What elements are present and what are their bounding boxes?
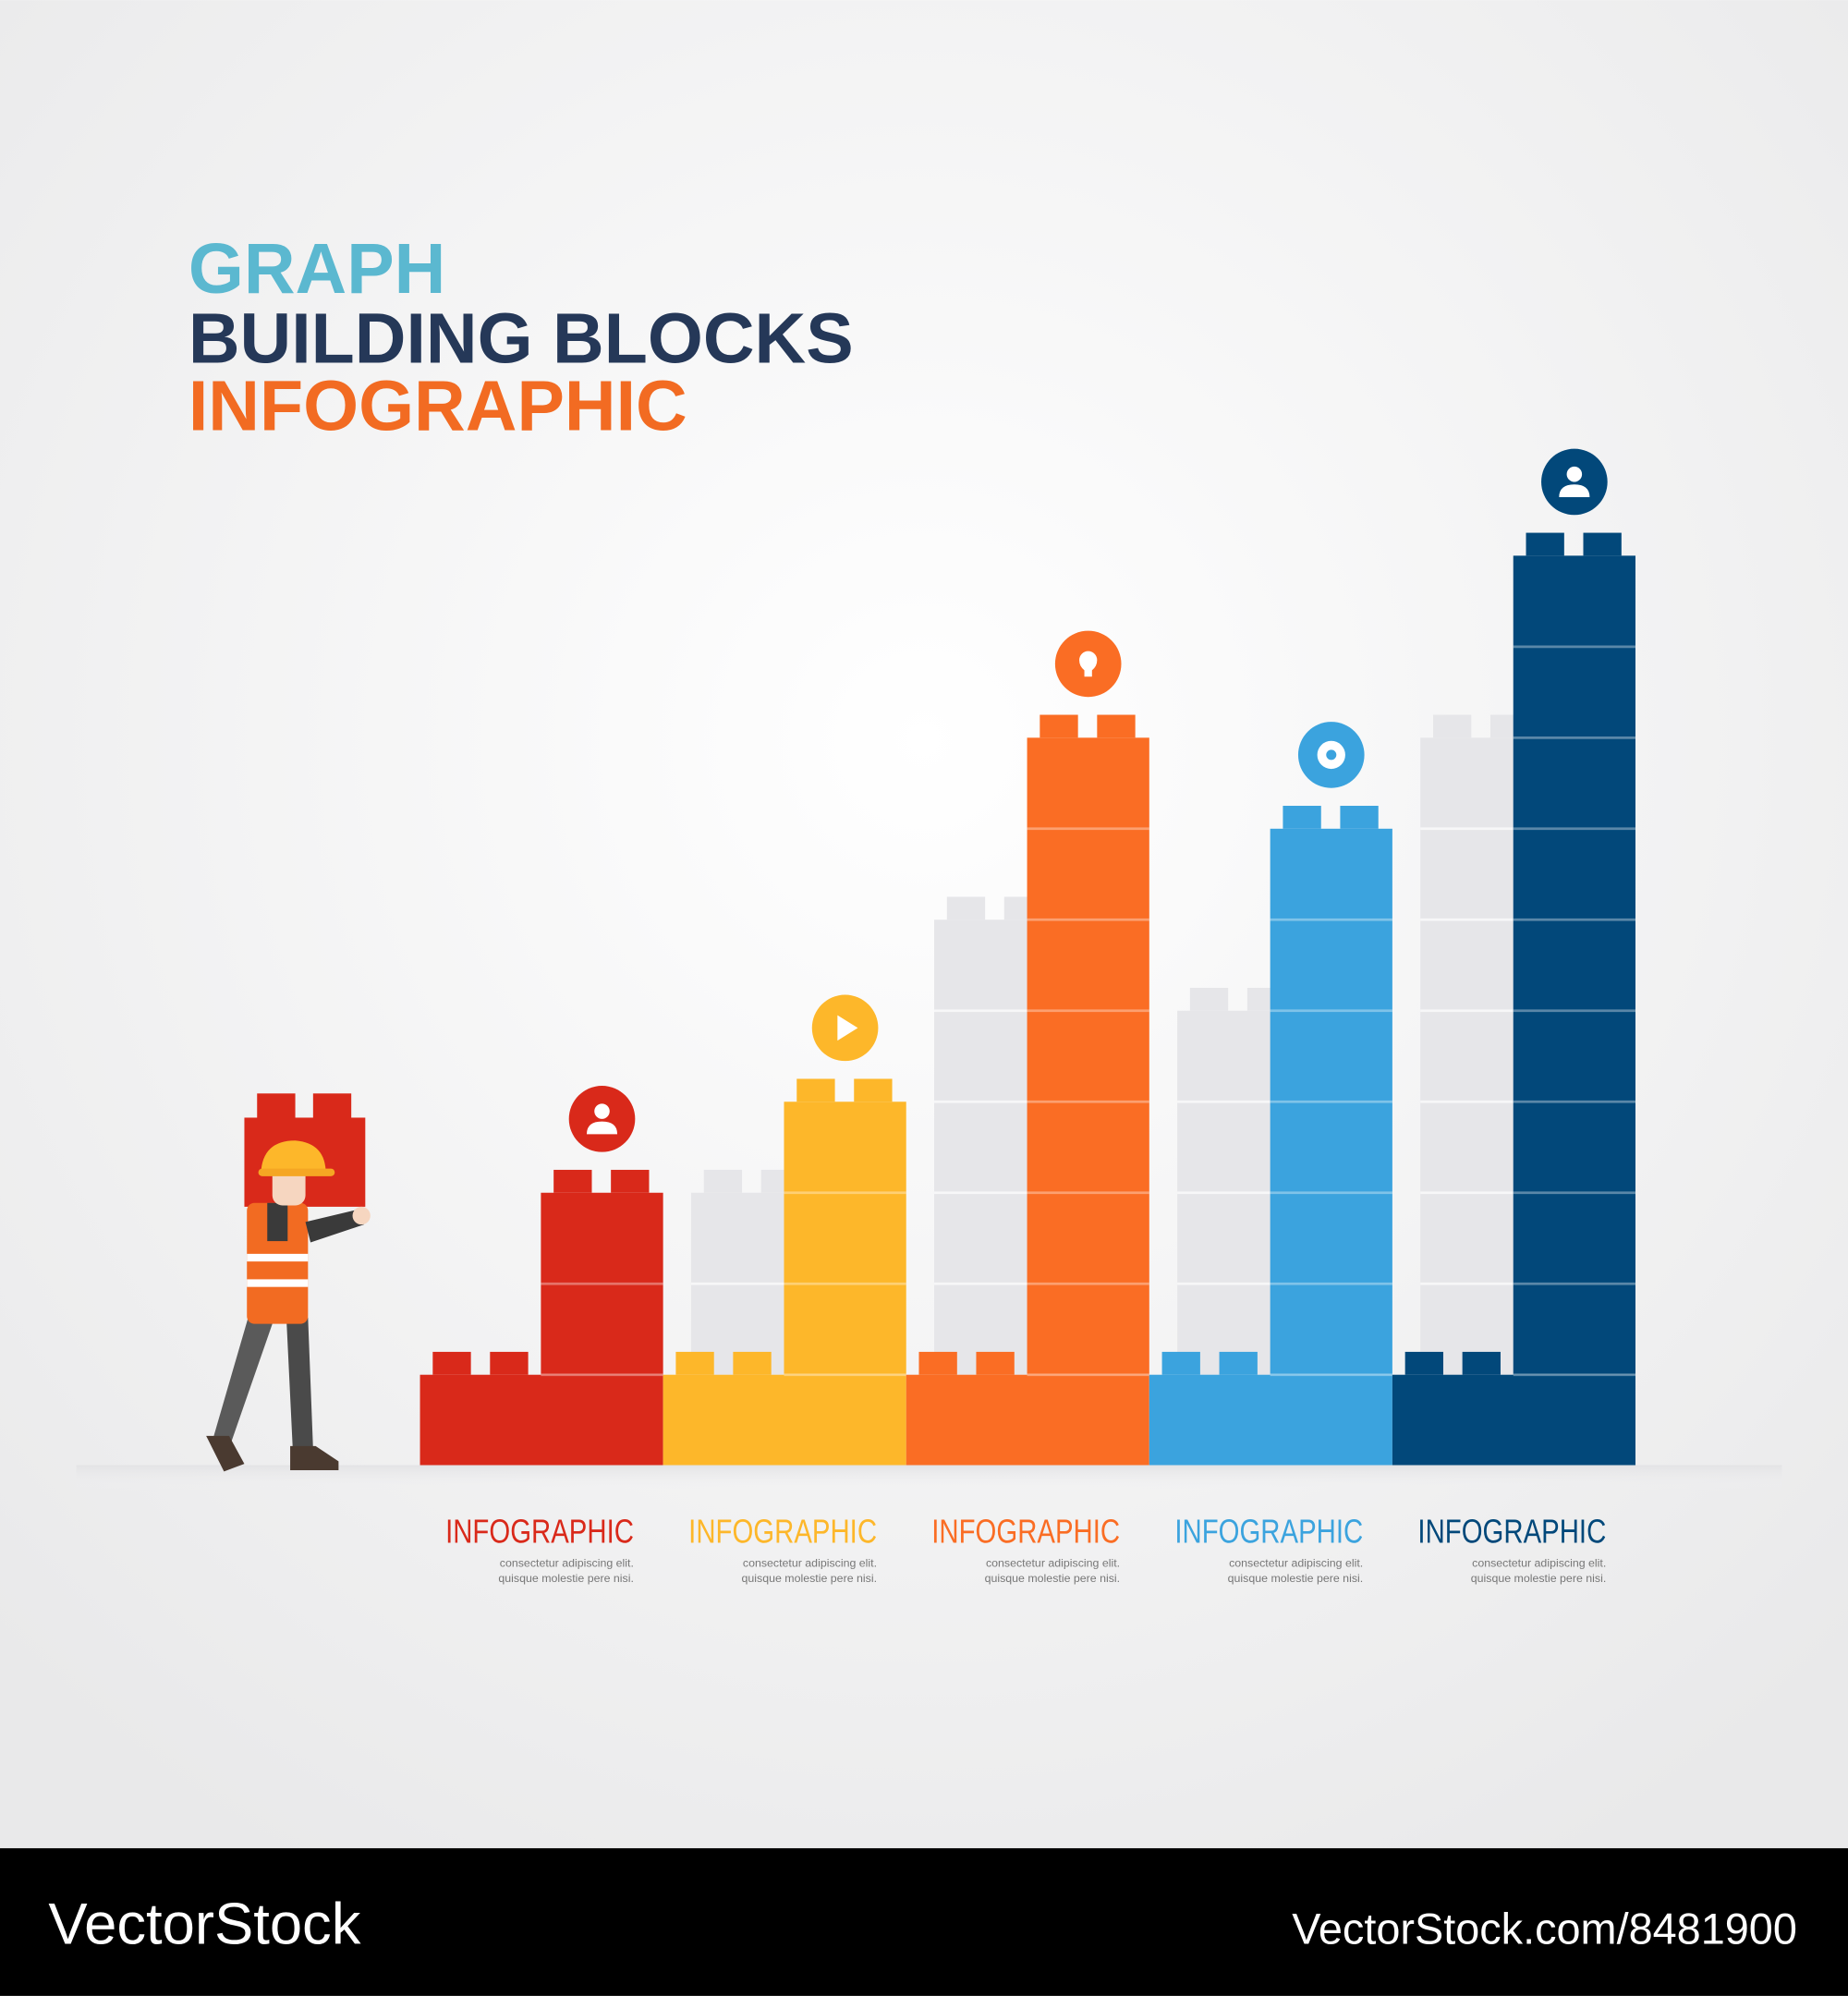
column-text: quisque molestie pere nisi. <box>1471 1572 1607 1585</box>
icon-glyph <box>1559 466 1590 497</box>
column-text: consectetur adipiscing elit. <box>500 1557 634 1570</box>
block-stack <box>1270 828 1392 1375</box>
stud <box>1097 714 1136 738</box>
stud <box>854 1078 893 1102</box>
column-label: INFOGRAPHIC <box>931 1514 1120 1551</box>
base-block <box>663 1374 906 1466</box>
footer-brand: VectorStock <box>48 1892 360 1956</box>
base-block <box>1392 1374 1635 1466</box>
ground-shadow <box>76 1465 1782 1491</box>
stud <box>1219 1351 1258 1375</box>
column-text: quisque molestie pere nisi. <box>985 1572 1121 1585</box>
column-text: quisque molestie pere nisi. <box>498 1572 634 1585</box>
stud <box>1526 532 1564 556</box>
stud <box>432 1351 471 1375</box>
column-text: quisque molestie pere nisi. <box>1228 1572 1364 1585</box>
column-label: INFOGRAPHIC <box>1174 1514 1363 1551</box>
column-text: quisque molestie pere nisi. <box>742 1572 878 1585</box>
icon-badge <box>568 1086 636 1152</box>
column-label: INFOGRAPHIC <box>1417 1514 1606 1551</box>
stud <box>1404 1351 1443 1375</box>
block-stack <box>784 1101 906 1375</box>
stud <box>553 1169 592 1193</box>
column-label: INFOGRAPHIC <box>688 1514 877 1551</box>
base-block <box>1149 1374 1392 1466</box>
stud <box>976 1351 1015 1375</box>
stud <box>675 1351 714 1375</box>
stud <box>1040 714 1078 738</box>
title-line: GRAPH <box>188 229 446 309</box>
column-label: INFOGRAPHIC <box>445 1514 634 1551</box>
stud <box>733 1351 772 1375</box>
block-stack <box>541 1192 663 1375</box>
icon-badge <box>1297 722 1365 788</box>
stud <box>1161 1351 1200 1375</box>
stud <box>1583 532 1622 556</box>
footer-url: VectorStock.com/8481900 <box>1292 1905 1797 1953</box>
icon-glyph <box>586 1103 618 1135</box>
icon-glyph <box>837 1015 858 1041</box>
stud <box>1340 806 1379 829</box>
stud <box>796 1078 835 1102</box>
footer-band <box>0 1848 1848 1996</box>
icon-glyph <box>1317 740 1345 770</box>
column-text: consectetur adipiscing elit. <box>743 1557 877 1570</box>
column-text: consectetur adipiscing elit. <box>1229 1557 1363 1570</box>
stud <box>1189 987 1229 1011</box>
block-stack <box>1027 737 1149 1375</box>
stud <box>611 1169 650 1193</box>
column-text: consectetur adipiscing elit. <box>1472 1557 1606 1570</box>
stud <box>918 1351 957 1375</box>
stud <box>490 1351 529 1375</box>
stud <box>946 896 986 920</box>
worker <box>206 1093 371 1472</box>
stud <box>1432 714 1472 738</box>
stud <box>1462 1351 1501 1375</box>
stud <box>1283 806 1321 829</box>
block-stack <box>1513 555 1635 1375</box>
base-block <box>906 1374 1149 1466</box>
column-text: consectetur adipiscing elit. <box>986 1557 1120 1570</box>
stud <box>703 1169 743 1193</box>
base-block <box>419 1374 663 1466</box>
icon-glyph <box>1079 651 1098 677</box>
title-line: INFOGRAPHIC <box>188 367 687 446</box>
title-line: BUILDING BLOCKS <box>188 299 854 379</box>
